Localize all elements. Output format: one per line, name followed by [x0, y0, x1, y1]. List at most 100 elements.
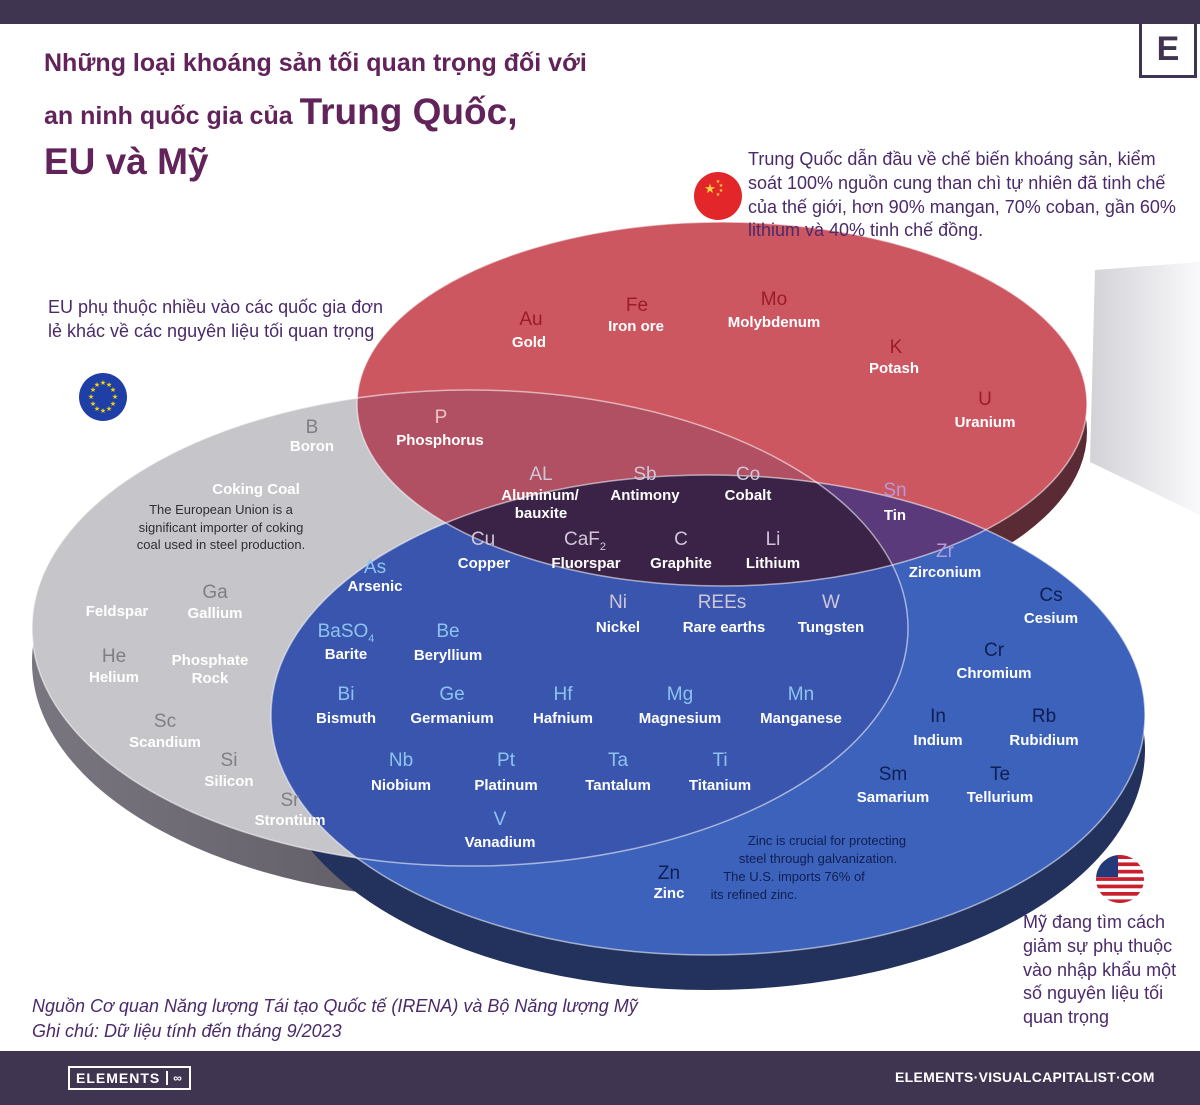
symbol: Si — [221, 750, 238, 771]
svg-text:★: ★ — [704, 182, 716, 197]
name: Iron ore — [608, 318, 664, 335]
name: Silicon — [204, 773, 253, 790]
name: Graphite — [650, 555, 712, 572]
shadow-wedge — [1090, 262, 1200, 515]
element-zn: Zn Zinc — [654, 863, 685, 902]
coking-note-1: The European Union is a — [149, 502, 294, 517]
name: Tin — [884, 507, 906, 524]
svg-text:★: ★ — [716, 192, 721, 198]
binoculars-icon: ∞ — [166, 1071, 183, 1085]
element-u: U Uranium — [955, 389, 1016, 431]
phosphate-rock-label-2: Rock — [192, 670, 229, 687]
symbol: Te — [990, 764, 1010, 785]
name: Magnesium — [639, 710, 722, 727]
element-co: Co Cobalt — [725, 464, 772, 504]
symbol: Au — [519, 309, 542, 330]
symbol: Sm — [879, 764, 908, 785]
symbol: Mg — [667, 684, 693, 705]
name: Boron — [290, 438, 334, 455]
page-title: Những loại khoáng sản tối quan trọng đối… — [44, 44, 704, 183]
svg-text:★: ★ — [94, 405, 100, 413]
name: Indium — [913, 732, 962, 749]
symbol: Fe — [626, 295, 648, 316]
title-china: Trung Quốc, — [299, 90, 518, 132]
name: Zirconium — [909, 564, 982, 581]
symbol: K — [890, 337, 903, 358]
name: Samarium — [857, 789, 930, 806]
symbol: P — [435, 407, 448, 428]
symbol: Nb — [389, 750, 413, 771]
coking-coal-label: Coking Coal — [212, 481, 300, 498]
svg-text:★: ★ — [94, 381, 100, 389]
name: Tantalum — [585, 777, 651, 794]
element-au: Au Gold — [512, 309, 546, 351]
element-rees: REEs Rare earths — [683, 592, 766, 636]
symbol: Ge — [439, 684, 464, 705]
title-line-2: an ninh quốc gia của — [44, 101, 300, 130]
china-note: Trung Quốc dẫn đầu về chế biến khoáng sả… — [748, 149, 1176, 241]
symbol: W — [822, 592, 840, 613]
symbol: Mo — [761, 289, 787, 310]
coking-note-2: significant importer of coking — [139, 520, 304, 535]
element-mg: Mg Magnesium — [639, 684, 722, 727]
element-sm: Sm Samarium — [857, 764, 930, 806]
element-sr: Sr Strontium — [255, 790, 326, 829]
svg-text:★: ★ — [100, 379, 106, 387]
symbol: Cr — [984, 640, 1005, 661]
name: Lithium — [746, 555, 800, 572]
element-sb: Sb Antimony — [610, 464, 680, 504]
china-flag-icon: ★ ★ ★ ★ ★ — [694, 172, 742, 220]
eu-flag-icon: ★ ★ ★ ★ ★ ★ ★ ★ ★ ★ ★ ★ — [79, 373, 127, 421]
element-ti: Ti Titanium — [689, 750, 751, 794]
svg-text:★: ★ — [106, 381, 112, 389]
name: Gold — [512, 334, 546, 351]
symbol: V — [494, 809, 507, 830]
name: Hafnium — [533, 710, 593, 727]
element-fe: Fe Iron ore — [608, 295, 664, 335]
elements-logo: E — [1139, 24, 1197, 78]
element-mo: Mo Molybdenum — [728, 289, 821, 331]
svg-text:★: ★ — [112, 393, 118, 401]
element-cu: Cu Copper — [458, 529, 511, 572]
symbol: Bi — [338, 684, 355, 705]
symbol: Li — [766, 529, 781, 550]
name: Molybdenum — [728, 314, 821, 331]
name: Titanium — [689, 777, 751, 794]
element-al: AL Aluminum/ bauxite — [501, 464, 579, 522]
element-ge: Ge Germanium — [410, 684, 493, 727]
symbol: Rb — [1032, 706, 1056, 727]
zinc-note-3: The U.S. imports 76% of — [723, 869, 865, 884]
element-caf2: CaF2 Fluorspar — [551, 529, 620, 572]
element-w: W Tungsten — [798, 592, 864, 636]
us-flag-icon — [1096, 855, 1144, 903]
data-note-line: Ghi chú: Dữ liệu tính đến tháng 9/2023 — [32, 1021, 342, 1042]
name: Beryllium — [414, 647, 482, 664]
zinc-note-2: steel through galvanization. — [739, 851, 897, 866]
name: Copper — [458, 555, 511, 572]
element-rb: Rb Rubidium — [1009, 706, 1078, 749]
element-in: In Indium — [913, 706, 962, 749]
element-p: P Phosphorus — [396, 407, 484, 449]
name: Gallium — [187, 605, 242, 622]
name: Helium — [89, 669, 139, 686]
symbol: As — [364, 557, 386, 578]
brand-text: ELEMENTS — [76, 1070, 161, 1086]
symbol: Hf — [554, 684, 574, 705]
symbol: Zr — [936, 541, 955, 562]
zinc-note-4: its refined zinc. — [711, 887, 798, 902]
element-nb: Nb Niobium — [371, 750, 431, 794]
name: Uranium — [955, 414, 1016, 431]
us-outline — [270, 474, 1146, 956]
us-note: Mỹ đang tìm cách giảm sự phụ thuộc vào n… — [1023, 912, 1177, 1027]
phosphate-rock-label-1: Phosphate — [172, 652, 249, 669]
element-k: K Potash — [869, 337, 919, 377]
source-line: Nguồn Cơ quan Năng lượng Tái tạo Quốc tế… — [32, 996, 638, 1016]
name: Barite — [325, 646, 368, 663]
symbol: Zn — [658, 863, 680, 884]
element-sc: Sc Scandium — [129, 711, 201, 751]
name: Cesium — [1024, 610, 1078, 627]
element-v: V Vanadium — [465, 809, 536, 851]
name: Germanium — [410, 710, 493, 727]
element-pt: Pt Platinum — [474, 750, 537, 794]
